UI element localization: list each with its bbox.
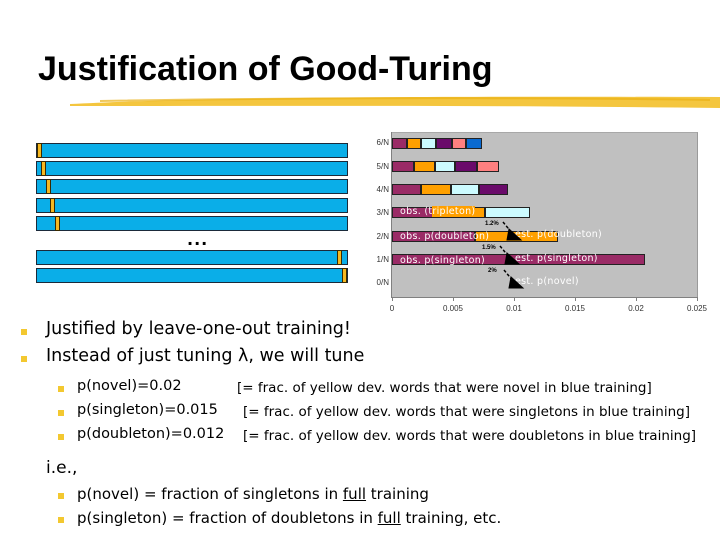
sub-bullet-note: [= frac. of yellow dev. words that were … bbox=[243, 404, 690, 420]
x-tick-label: 0 bbox=[389, 304, 395, 313]
bullet-icon bbox=[21, 329, 27, 335]
pct-label: 2% bbox=[488, 268, 497, 274]
held-out-segment bbox=[337, 250, 342, 265]
x-tick bbox=[453, 297, 454, 301]
annotation-obs-tripleton: obs. (tripleton) bbox=[400, 206, 476, 217]
pct-label: 1.2% bbox=[485, 221, 499, 227]
annotation-est-singleton: est. p(singleton) bbox=[515, 253, 598, 264]
y-tick-label: 2/N bbox=[376, 232, 389, 241]
y-tick-label: 4/N bbox=[376, 185, 389, 194]
bar-segment bbox=[413, 161, 435, 172]
bar-segment bbox=[392, 231, 475, 242]
held-out-segment bbox=[41, 161, 46, 176]
text: training bbox=[366, 485, 429, 503]
slide-title: Justification of Good-Turing bbox=[38, 50, 493, 88]
y-tick-label: 3/N bbox=[376, 208, 389, 217]
bar-segment bbox=[455, 161, 478, 172]
bullet-text: Instead of just tuning λ, we will tune bbox=[46, 346, 365, 366]
training-strip bbox=[36, 216, 348, 231]
bar-segment bbox=[466, 138, 483, 149]
bar-segment bbox=[435, 138, 452, 149]
annotation-obs-singleton: obs. p(singleton) bbox=[400, 255, 486, 266]
good-turing-bar-chart: 6/N 5/N 4/N 3/N 2/N 1/N 0/N 0 0.005 0.01… bbox=[355, 130, 720, 320]
held-out-segment bbox=[37, 143, 42, 158]
ellipsis: ... bbox=[187, 230, 209, 249]
bar-segment bbox=[392, 184, 422, 195]
x-axis bbox=[391, 297, 698, 298]
x-tick bbox=[514, 297, 515, 301]
y-tick-label: 5/N bbox=[376, 162, 389, 171]
underlined-text: full bbox=[342, 485, 367, 503]
bar-segment bbox=[434, 161, 456, 172]
sub-bullet: p(doubleton)=0.012 bbox=[77, 426, 224, 442]
ie-label: i.e., bbox=[46, 458, 78, 478]
text: p(novel) = fraction of singletons in bbox=[77, 485, 343, 503]
y-axis bbox=[391, 132, 392, 298]
param-doubleton: p(doubleton)=0.012 bbox=[77, 426, 225, 442]
y-tick-label: 1/N bbox=[376, 255, 389, 264]
training-strip bbox=[36, 161, 348, 176]
y-tick-label: 0/N bbox=[376, 278, 389, 287]
held-out-segment bbox=[342, 268, 347, 283]
bullet-icon bbox=[58, 517, 64, 523]
x-tick-label: 0.02 bbox=[628, 304, 644, 313]
sub-bullet: p(novel)=0.02 bbox=[77, 378, 182, 394]
bar-segment bbox=[406, 138, 422, 149]
annotation-est-novel: est. p(novel) bbox=[515, 276, 579, 287]
highlighter-underline-decoration bbox=[70, 96, 720, 108]
text: training, etc. bbox=[400, 509, 502, 527]
bullet-icon bbox=[58, 434, 64, 440]
param-singleton: p(singleton)=0.015 bbox=[77, 402, 218, 418]
sub-bullet: p(novel) = fraction of singletons in ful… bbox=[77, 485, 429, 503]
bar-segment bbox=[421, 138, 436, 149]
x-tick-label: 0.015 bbox=[564, 304, 586, 313]
training-strip bbox=[36, 198, 348, 213]
held-out-segment bbox=[50, 198, 55, 213]
bar-segment bbox=[392, 161, 414, 172]
y-tick-label: 6/N bbox=[376, 138, 389, 147]
sub-bullet: p(singleton) = fraction of doubletons in… bbox=[77, 509, 501, 527]
bullet-icon bbox=[58, 410, 64, 416]
sub-bullet-note: [= frac. of yellow dev. words that were … bbox=[237, 380, 652, 396]
bullet-icon bbox=[58, 493, 64, 499]
training-strip bbox=[36, 143, 348, 158]
annotation-est-doubleton: est. p(doubleton) bbox=[515, 229, 603, 240]
arrow-icons bbox=[499, 221, 525, 289]
bar-segment bbox=[478, 184, 508, 195]
x-tick bbox=[575, 297, 576, 301]
held-out-segment bbox=[55, 216, 60, 231]
x-tick-label: 0.025 bbox=[686, 304, 708, 313]
bar-segment bbox=[484, 207, 530, 218]
bullet-text: Justified by leave-one-out training! bbox=[46, 319, 351, 339]
x-tick-label: 0.01 bbox=[506, 304, 522, 313]
x-tick-label: 0.005 bbox=[442, 304, 464, 313]
training-strip bbox=[36, 179, 348, 194]
x-tick bbox=[697, 297, 698, 301]
bar-segment bbox=[451, 138, 467, 149]
annotation-obs-doubleton: obs. p(doubleton) bbox=[400, 231, 490, 242]
bullet-icon bbox=[58, 386, 64, 392]
text: p(singleton) = fraction of doubletons in bbox=[77, 509, 378, 527]
x-tick bbox=[636, 297, 637, 301]
bar-segment bbox=[421, 184, 451, 195]
bar-segment bbox=[477, 161, 500, 172]
bullet-icon bbox=[21, 356, 27, 362]
held-out-segment bbox=[46, 179, 51, 194]
sub-bullet: p(singleton)=0.015 bbox=[77, 402, 218, 418]
underlined-text: full bbox=[377, 509, 401, 527]
sub-bullet-note: [= frac. of yellow dev. words that were … bbox=[243, 428, 697, 444]
param-novel: p(novel)=0.02 bbox=[77, 378, 182, 394]
x-tick bbox=[392, 297, 393, 301]
bar-segment bbox=[392, 138, 407, 149]
pct-label: 1.5% bbox=[482, 245, 496, 251]
training-strip bbox=[36, 268, 348, 283]
training-strip bbox=[36, 250, 348, 265]
bar-segment bbox=[450, 184, 479, 195]
